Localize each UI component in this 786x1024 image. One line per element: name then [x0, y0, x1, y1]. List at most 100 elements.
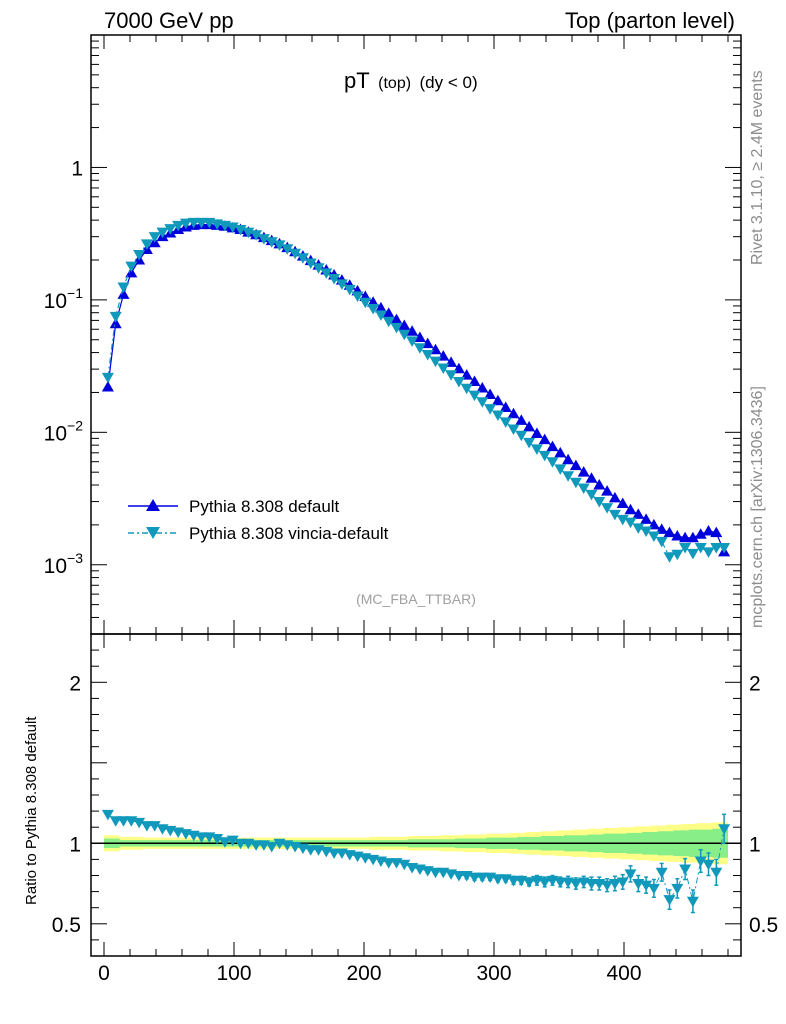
data-point-vincia	[562, 471, 575, 482]
ratio-point-vincia	[538, 877, 551, 888]
side-label-upper: Rivet 3.1.10, ≥ 2.4M events	[749, 70, 766, 265]
data-point-vincia	[250, 230, 263, 241]
x-tick-label: 300	[476, 962, 511, 985]
data-point-vincia	[577, 483, 590, 494]
data-point-default	[554, 446, 567, 458]
data-point-default	[671, 529, 684, 541]
data-point-vincia	[530, 444, 543, 455]
data-point-vincia	[328, 274, 341, 285]
data-point-default	[382, 307, 395, 318]
data-point-default	[538, 433, 551, 445]
data-point-vincia	[343, 284, 356, 296]
data-point-default	[702, 524, 715, 536]
data-point-default	[640, 513, 653, 524]
data-point-default	[593, 479, 606, 490]
data-point-vincia	[468, 390, 481, 402]
data-point-default	[499, 401, 512, 412]
data-point-vincia	[499, 417, 512, 428]
data-point-vincia	[616, 514, 629, 526]
ratio-point-vincia	[328, 848, 341, 859]
ratio-point-vincia	[655, 867, 668, 879]
ratio-point-vincia	[616, 877, 629, 888]
y-tick-label-ratio-left: 1	[69, 833, 81, 856]
data-point-default	[608, 491, 621, 503]
header-right: Top (parton level)	[565, 8, 735, 33]
ratio-point-vincia	[640, 880, 653, 892]
header-left: 7000 GeV pp	[104, 8, 234, 33]
data-point-vincia	[367, 304, 380, 315]
ratio-point-vincia	[507, 875, 520, 887]
ratio-point-vincia	[382, 858, 395, 869]
data-point-default	[468, 375, 481, 386]
data-point-vincia	[351, 291, 364, 302]
ratio-ylabel: Ratio to Pythia 8.308 default	[23, 716, 40, 905]
data-point-vincia	[179, 218, 192, 230]
data-point-default	[562, 453, 575, 465]
ratio-point-vincia	[647, 883, 660, 895]
x-tick-label: 100	[216, 962, 251, 985]
data-point-default	[679, 531, 692, 543]
data-point-vincia	[296, 253, 309, 264]
data-point-vincia	[421, 349, 434, 361]
data-point-default	[530, 427, 543, 438]
x-tick-label: 400	[606, 962, 641, 985]
y-tick-label-ratio-right: 2	[749, 672, 761, 695]
ratio-point-vincia	[140, 821, 153, 832]
ratio-point-vincia	[429, 867, 442, 879]
data-point-default	[686, 531, 699, 543]
data-point-vincia	[585, 489, 598, 501]
data-point-default	[515, 414, 528, 425]
data-point-default	[632, 508, 645, 519]
title-main: pT	[344, 68, 370, 93]
data-point-default	[406, 325, 419, 336]
data-point-default	[710, 526, 723, 538]
data-point-vincia	[655, 536, 668, 548]
ratio-point-vincia	[601, 880, 614, 892]
data-point-vincia	[320, 268, 333, 279]
ratio-point-vincia	[663, 895, 676, 906]
y-tick-label-ratio-right: 1	[749, 833, 761, 856]
y-tick-label-ratio-left: 2	[69, 672, 81, 695]
data-point-vincia	[679, 542, 692, 554]
ratio-point-vincia	[265, 842, 278, 853]
data-point-vincia	[507, 424, 520, 435]
data-point-vincia	[640, 526, 653, 537]
data-point-default	[476, 382, 489, 393]
ratio-point-vincia	[109, 816, 122, 827]
data-point-vincia	[632, 523, 645, 534]
y-tick-label-mantissa: 10	[44, 422, 67, 445]
data-point-vincia	[694, 542, 707, 554]
data-point-vincia	[195, 217, 208, 229]
data-point-default	[491, 394, 504, 406]
data-point-default	[523, 420, 536, 432]
data-point-vincia	[608, 509, 621, 521]
data-point-vincia	[242, 227, 255, 239]
y-tick-label-main: 10−2	[44, 417, 84, 445]
data-point-vincia	[624, 517, 637, 529]
data-point-vincia	[335, 279, 348, 290]
y-tick-label-mantissa: 10	[44, 555, 67, 578]
ratio-point-vincia	[710, 867, 723, 879]
data-point-default	[507, 407, 520, 419]
ratio-point-vincia	[218, 837, 231, 848]
data-point-vincia	[437, 363, 450, 374]
ratio-panel-content	[91, 809, 741, 914]
ratio-point-vincia	[686, 896, 699, 908]
data-point-vincia	[133, 250, 146, 261]
data-point-vincia	[452, 376, 465, 388]
y-tick-label-main: 1	[71, 157, 83, 180]
ratio-point-vincia	[491, 874, 504, 885]
ratio-point-vincia	[133, 817, 146, 829]
main-panel-content	[101, 217, 731, 563]
ratio-point-vincia	[718, 824, 731, 835]
data-point-vincia	[593, 497, 606, 508]
data-point-vincia	[304, 258, 317, 269]
ratio-point-vincia	[468, 872, 481, 884]
data-point-vincia	[710, 542, 723, 554]
data-point-default	[616, 497, 629, 509]
data-point-default	[569, 459, 582, 471]
y-tick-label-main: 10−1	[44, 285, 84, 313]
data-point-vincia	[281, 244, 294, 255]
data-point-vincia	[289, 248, 302, 260]
data-point-default	[655, 523, 668, 534]
